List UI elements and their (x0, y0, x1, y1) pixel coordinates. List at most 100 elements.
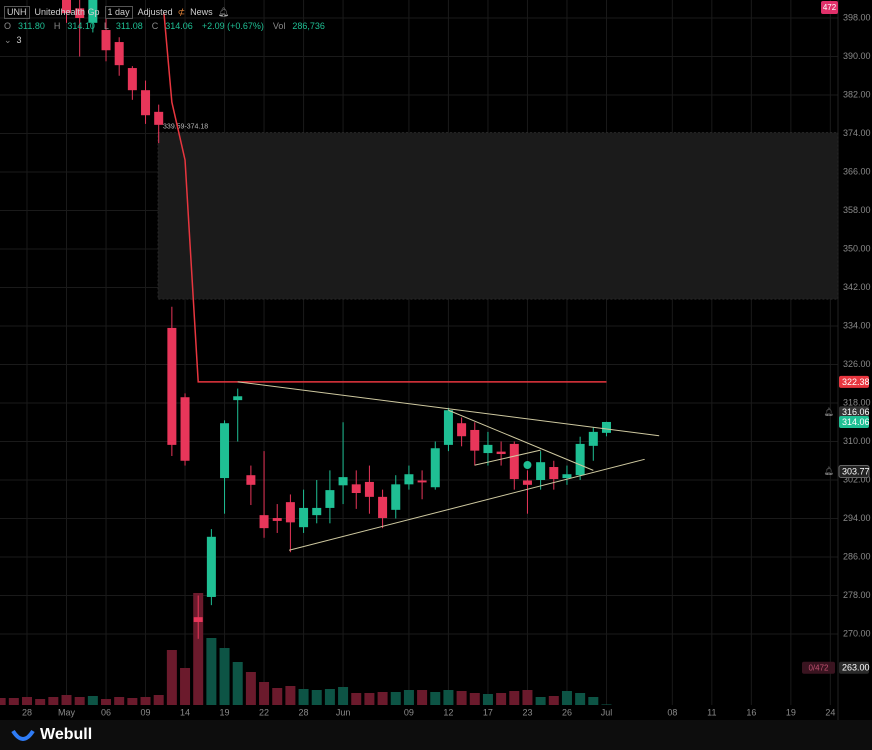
y-tick-label: 310.00 (843, 436, 871, 446)
price-badge-label: 322.38 (842, 377, 870, 387)
alerts-badge (821, 1, 838, 14)
volume-bar (87, 696, 98, 705)
candle-body (430, 448, 440, 488)
volume-bar (153, 695, 164, 705)
price-badge-label: 314.06 (842, 417, 870, 427)
volume-bar (430, 692, 441, 705)
y-tick-label: 366.00 (843, 166, 871, 176)
brand: Webull (40, 726, 93, 743)
x-tick-label: 11 (707, 707, 716, 717)
volume-bar (232, 662, 243, 705)
volume-bar (561, 691, 572, 705)
quote-key: O (4, 21, 12, 31)
x-tick-label: 19 (786, 707, 796, 717)
candle-body (549, 467, 559, 480)
y-tick-label: 374.00 (843, 128, 871, 138)
y-tick-label: 270.00 (843, 628, 871, 638)
y-tick-label: 286.00 (843, 551, 871, 561)
news[interactable]: News (190, 7, 213, 17)
volume-bar (377, 692, 388, 705)
volume-bar (21, 697, 32, 705)
price-badge (839, 375, 869, 388)
candle-body (233, 396, 243, 401)
candle-body (338, 477, 348, 486)
candle-body (562, 474, 572, 479)
candle-body (457, 423, 467, 437)
y-tick-label: 278.00 (843, 590, 871, 600)
x-tick-label: 23 (522, 707, 532, 717)
x-tick-label: 19 (220, 707, 230, 717)
x-tick-label: 06 (101, 707, 111, 717)
price-badge (838, 464, 870, 478)
candle-body (206, 536, 216, 597)
event-marker (523, 461, 532, 469)
change: +2.09 (+0.67%) (201, 21, 264, 31)
x-tick-label: 28 (299, 707, 309, 717)
volume-bar (206, 638, 217, 705)
x-tick-label: May (58, 707, 76, 717)
candle-body (509, 443, 519, 480)
candle-body (220, 423, 230, 479)
adjust[interactable]: Adjusted (137, 7, 173, 17)
candle-body (167, 327, 177, 445)
volume-bar (509, 691, 520, 705)
indicator-count[interactable]: 3 (16, 35, 22, 45)
chevron[interactable]: ⌄ (4, 34, 12, 45)
alert-line (163, 13, 607, 383)
candle-body (351, 484, 361, 494)
volume-bar (548, 696, 559, 705)
y-tick-label: 390.00 (843, 51, 871, 61)
volume-bar (180, 668, 191, 705)
x-tick-label: 08 (667, 707, 677, 717)
bell-icon[interactable]: 🔔︎ (824, 406, 834, 416)
interval[interactable]: 1 day (104, 5, 133, 19)
candle-body (404, 474, 414, 485)
quote-key: C (151, 21, 159, 31)
logo (11, 729, 35, 741)
candle-body (180, 397, 190, 461)
volume-bar (193, 593, 204, 705)
candle-body (141, 90, 151, 116)
quote-value: 311.80 (18, 21, 45, 31)
volume-bar (601, 704, 612, 705)
trend-line (237, 381, 660, 437)
x-tick-label: 16 (746, 707, 756, 717)
volume-bar (496, 693, 507, 705)
candle-body (75, 8, 85, 18)
volume-bar (338, 687, 349, 705)
volume-bar (417, 690, 428, 705)
price-badge (839, 406, 869, 419)
quote-value: 314.06 (165, 21, 193, 31)
candle-body (88, 0, 98, 23)
candle-body (312, 507, 322, 516)
x-tick-label: 09 (404, 707, 414, 717)
candle-body (378, 496, 388, 519)
bell-icon[interactable]: 🔔︎ (217, 6, 230, 17)
y-tick-label: 326.00 (843, 359, 871, 369)
alerts-ratio-badge (802, 661, 835, 674)
volume-bar (74, 697, 85, 705)
volume-bar (535, 697, 546, 705)
volume-bar (298, 689, 309, 705)
quote-row: O 311.80 H 314.10 L 311.08 C 314.06 +2.09 (+0.67… (4, 19, 329, 33)
chart: 270.00 278.00 286.00 294.00 302.00 310.00 318.… (0, 0, 871, 720)
symbol[interactable]: UNH (4, 5, 30, 19)
trend-line (474, 449, 541, 466)
volume-bar (35, 699, 46, 705)
candle-body (114, 42, 124, 66)
volume-bar (0, 698, 6, 705)
volume-bar (140, 697, 151, 705)
volume-bar (61, 695, 72, 705)
candle-body (483, 444, 493, 454)
volume-bar (482, 694, 493, 705)
zone-label: 339.59-374.18 (163, 123, 208, 130)
candle-body (62, 0, 72, 14)
zone (157, 132, 839, 300)
candle-body (364, 481, 374, 497)
quote-value: 311.08 (115, 21, 143, 31)
header-row: UNH Unitedhealth Gp 1 day Adjusted ⊄ News… (4, 5, 329, 19)
y-tick-label: 302.00 (843, 474, 871, 484)
y-tick-label: 318.00 (843, 397, 871, 407)
bell-icon[interactable]: 🔔︎ (824, 466, 834, 476)
company-name: Unitedhealth Gp (34, 7, 100, 17)
